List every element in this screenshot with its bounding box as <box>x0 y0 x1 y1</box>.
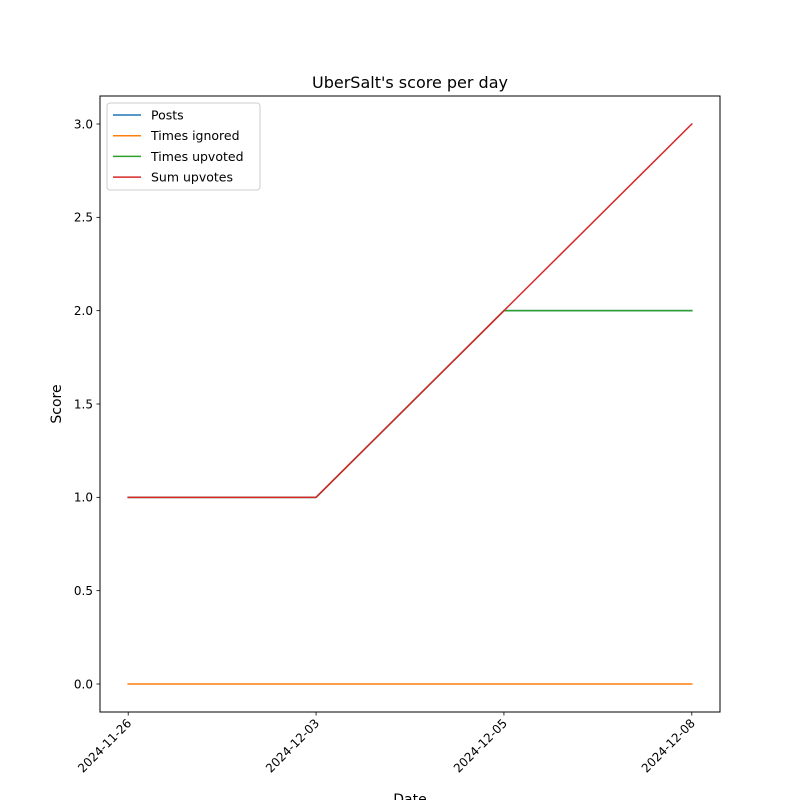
y-tick-label: 2.0 <box>74 304 93 318</box>
x-tick-label: 2024-12-08 <box>639 716 698 775</box>
y-tick-label: 0.0 <box>74 677 93 691</box>
legend-box <box>106 102 261 191</box>
x-tick-label: 2024-12-03 <box>263 716 322 775</box>
y-tick-label: 2.5 <box>74 211 93 225</box>
chart-title: UberSalt's score per day <box>312 73 508 92</box>
legend: Posts Times ignored Times upvoted Sum upvot… <box>106 102 261 191</box>
legend-label: Sum upvotes <box>151 170 233 185</box>
x-axis-label: Date <box>393 792 426 800</box>
y-axis-label: Score <box>49 384 65 423</box>
series-line-4 <box>127 122 693 499</box>
y-tick-label: 1.5 <box>74 397 93 411</box>
legend-label: Times upvoted <box>150 149 244 164</box>
y-tick-label: 1.0 <box>74 491 93 505</box>
x-tick-label: 2024-12-05 <box>451 716 510 775</box>
legend-label: Times ignored <box>150 128 240 143</box>
x-tick-label: 2024-11-26 <box>75 716 134 775</box>
y-tick-label: 0.5 <box>74 584 93 598</box>
legend-label: Posts <box>151 108 184 123</box>
y-tick-label: 3.0 <box>74 117 93 131</box>
